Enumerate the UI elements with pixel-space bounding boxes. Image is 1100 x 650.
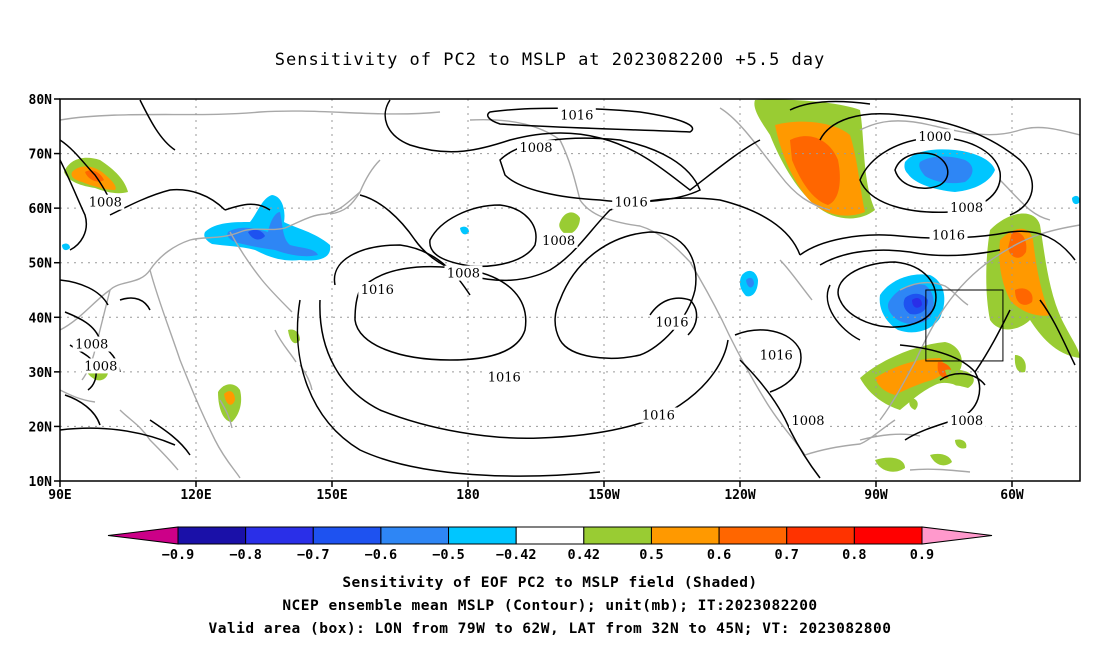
contour-label: 1008 xyxy=(950,201,983,216)
sensitivity-region xyxy=(224,391,235,405)
coastlines xyxy=(60,107,1080,479)
colorbar-label: 0.42 xyxy=(568,547,601,563)
lat-label-10N: 10N xyxy=(29,475,53,490)
colorbar-swatch xyxy=(650,526,720,545)
contour-label: 1016 xyxy=(615,196,648,211)
colorbar-swatch xyxy=(312,526,382,545)
colorbar-swatch xyxy=(786,526,855,545)
sensitivity-region xyxy=(1014,355,1026,373)
lat-label-30N: 30N xyxy=(29,366,53,381)
colorbar-label: −0.8 xyxy=(229,547,262,563)
sensitivity-region xyxy=(909,398,918,410)
colorbar-high-arrow xyxy=(921,526,993,545)
contour-labels: 1016 1008 1000 1008 1016 1008 1008 1016 1008 1016… xyxy=(72,107,986,429)
sensitivity-region xyxy=(559,212,580,235)
colorbar-label: −0.42 xyxy=(496,547,537,563)
valid-area-box xyxy=(925,289,1004,362)
lat-label-80N: 80N xyxy=(29,93,53,108)
lon-label-120E: 120E xyxy=(180,488,211,503)
contour-label: 1000 xyxy=(918,130,951,145)
colorbar: −0.9 −0.8 −0.7 −0.6 −0.5 −0.42 0.42 0.5 0.6 0.7 0.… xyxy=(107,526,993,563)
colorbar-swatch xyxy=(245,526,314,545)
colorbar-label: −0.5 xyxy=(432,547,465,563)
contour-label: 1008 xyxy=(791,414,824,429)
lon-label-120W: 120W xyxy=(724,488,755,503)
contour-label: 1016 xyxy=(760,348,793,363)
sensitivity-region xyxy=(1072,195,1080,205)
colorbar-swatch xyxy=(177,526,247,545)
contour-label: 1016 xyxy=(642,409,675,424)
chart-title: Sensitivity of PC2 to MSLP at 2023082200… xyxy=(274,50,826,70)
contour-label: 1016 xyxy=(932,228,965,243)
colorbar-label: −0.6 xyxy=(365,547,398,563)
contour-label: 1008 xyxy=(542,234,575,249)
colorbar-swatch xyxy=(853,526,923,545)
colorbar-swatch xyxy=(583,526,652,545)
sensitivity-region xyxy=(746,277,754,288)
contour-label: 1016 xyxy=(655,316,688,331)
contour-label: 1008 xyxy=(75,338,108,353)
caption-contour: NCEP ensemble mean MSLP (Contour); unit(… xyxy=(282,598,818,614)
lat-label-60N: 60N xyxy=(29,202,53,217)
sensitivity-region xyxy=(204,195,331,261)
sensitivity-region xyxy=(930,453,952,466)
contour-label: 1008 xyxy=(89,196,122,211)
lon-label-150E: 150E xyxy=(316,488,347,503)
caption-valid-area: Valid area (box): LON from 79W to 62W, L… xyxy=(208,621,892,637)
sensitivity-region xyxy=(1015,288,1033,305)
sensitivity-region xyxy=(227,212,318,257)
colorbar-label: 0.9 xyxy=(910,547,934,563)
contour-label: 1008 xyxy=(519,141,552,156)
sensitivity-region xyxy=(875,457,905,472)
lat-label-20N: 20N xyxy=(29,420,53,435)
sensitivity-shading xyxy=(62,99,1080,472)
contour-label: 1016 xyxy=(488,370,521,385)
sensitivity-region xyxy=(912,297,922,308)
colorbar-swatch xyxy=(448,526,517,545)
sensitivity-region xyxy=(919,156,973,184)
colorbar-swatch xyxy=(515,526,585,545)
sensitivity-region xyxy=(955,439,967,449)
sensitivity-region xyxy=(248,229,265,240)
colorbar-label: 0.8 xyxy=(842,547,866,563)
colorbar-label: 0.6 xyxy=(707,547,731,563)
sensitivity-region xyxy=(85,170,104,182)
lat-label-70N: 70N xyxy=(29,148,53,163)
contour-label: 1016 xyxy=(361,283,394,298)
colorbar-label: −0.9 xyxy=(162,547,195,563)
sensitivity-region xyxy=(460,226,469,235)
colorbar-label: −0.7 xyxy=(297,547,330,563)
lat-label-50N: 50N xyxy=(29,257,53,272)
map-frame xyxy=(59,98,1081,482)
lon-label-90E: 90E xyxy=(48,488,71,503)
colorbar-label: 0.7 xyxy=(775,547,799,563)
contour-label: 1016 xyxy=(560,108,593,123)
sensitivity-region xyxy=(875,358,945,395)
lon-label-60W: 60W xyxy=(1000,488,1024,503)
contour-label: 1008 xyxy=(84,359,117,374)
lon-label-90W: 90W xyxy=(864,488,888,503)
colorbar-label: 0.5 xyxy=(639,547,663,563)
contour-label: 1008 xyxy=(447,267,480,282)
lat-label-40N: 40N xyxy=(29,311,53,326)
sensitivity-region xyxy=(1008,231,1027,258)
contour-label: 1008 xyxy=(950,414,983,429)
colorbar-swatch xyxy=(718,526,788,545)
sensitivity-region xyxy=(62,243,70,251)
lon-label-180: 180 xyxy=(456,488,480,503)
colorbar-low-arrow xyxy=(107,526,179,545)
lon-label-150W: 150W xyxy=(588,488,619,503)
caption-shading: Sensitivity of EOF PC2 to MSLP field (Sh… xyxy=(342,575,758,591)
colorbar-swatch xyxy=(380,526,450,545)
